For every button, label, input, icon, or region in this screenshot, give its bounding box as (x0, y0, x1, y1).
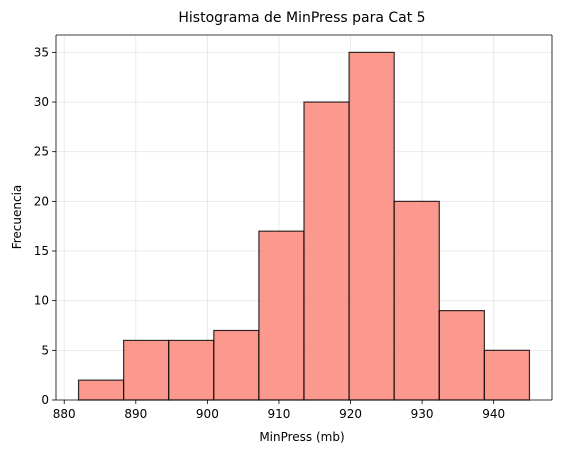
x-tick-label: 910 (267, 407, 290, 421)
ticks: 880 890 900 910 920 930 940 0 5 10 15 20 25 30 35 (34, 45, 505, 421)
x-tick-label: 880 (53, 407, 76, 421)
axes (55, 34, 553, 401)
histogram-bar (258, 230, 305, 401)
x-tick-label: 940 (482, 407, 505, 421)
histogram-bar (438, 310, 485, 401)
y-tick-label: 15 (34, 244, 49, 258)
x-tick-label: 920 (339, 407, 362, 421)
histogram-bar (483, 349, 531, 401)
y-tick-label: 10 (34, 294, 49, 308)
histogram-bar (213, 329, 260, 401)
x-tick-label: 890 (124, 407, 147, 421)
x-tick-label: 930 (411, 407, 434, 421)
y-tick-label: 0 (41, 393, 49, 407)
histogram-bar (303, 101, 350, 401)
x-axis-label: MinPress (mb) (259, 430, 344, 444)
chart-title: Histograma de MinPress para Cat 5 (178, 10, 425, 26)
x-tick-label: 900 (196, 407, 219, 421)
y-tick-label: 35 (34, 45, 49, 59)
y-tick-label: 5 (41, 343, 49, 357)
y-tick-label: 30 (34, 95, 49, 109)
histogram-bar (168, 339, 215, 401)
histogram-bar (123, 339, 170, 401)
histogram-bar (393, 200, 440, 401)
histogram-bar (77, 379, 125, 401)
y-axis-label: Frecuencia (10, 185, 24, 250)
histogram-bar (348, 51, 395, 401)
y-tick-label: 20 (34, 194, 49, 208)
y-tick-label: 25 (34, 145, 49, 159)
histogram-bars (77, 51, 531, 401)
